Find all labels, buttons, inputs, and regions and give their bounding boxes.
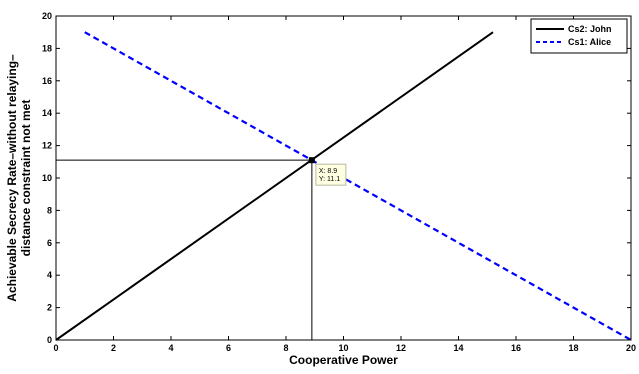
y-tick-label-6: 6 — [47, 238, 52, 248]
y-tick-label-20: 20 — [42, 11, 52, 21]
series-line-cs1-alice — [84, 31, 632, 341]
legend-label-1: Cs1: Alice — [568, 37, 611, 47]
x-tick-label-10: 10 — [338, 343, 348, 353]
x-tick-label-14: 14 — [453, 343, 463, 353]
legend-box — [530, 18, 628, 54]
x-tick-label-18: 18 — [568, 343, 578, 353]
x-tick-label-16: 16 — [511, 343, 521, 353]
y-tick-label-16: 16 — [42, 76, 52, 86]
y-tick-label-14: 14 — [42, 108, 52, 118]
y-tick-label-10: 10 — [42, 173, 52, 183]
y-tick-label-4: 4 — [47, 270, 52, 280]
datatip-box — [315, 163, 347, 186]
x-axis-title: Cooperative Power — [289, 353, 398, 367]
y-axis-title: Achievable Secrecy Rate–without relaying… — [5, 54, 33, 302]
x-tick-label-4: 4 — [168, 343, 173, 353]
x-tick-label-0: 0 — [53, 343, 58, 353]
y-tick-label-12: 12 — [42, 141, 52, 151]
x-tick-label-12: 12 — [396, 343, 406, 353]
reference-lines — [56, 159, 313, 340]
datatip-y-label: Y: 11.1 — [319, 176, 340, 183]
series-line-cs2-john — [55, 31, 494, 341]
y-axis-title-line-1: Achievable Secrecy Rate–without relaying… — [5, 54, 19, 302]
legend: Cs2: John Cs1: Alice — [530, 18, 628, 54]
x-tick-label-2: 2 — [111, 343, 116, 353]
y-tick-label-2: 2 — [47, 303, 52, 313]
y-tick-label-0: 0 — [47, 335, 52, 345]
y-tick-label-18: 18 — [42, 43, 52, 53]
datatip-x-label: X: 8.9 — [319, 168, 337, 175]
y-axis-title-line-2: distance constraint not met — [19, 100, 33, 257]
datatip[interactable]: X: 8.9Y: 11.1 — [308, 157, 347, 186]
y-tick-label-8: 8 — [47, 205, 52, 215]
series-lines — [55, 31, 632, 341]
x-tick-label-8: 8 — [283, 343, 288, 353]
datatip-marker[interactable] — [308, 157, 315, 164]
axis-ticks: 0 2 4 6 8 10 12 14 16 18 20 0 2 4 6 8 10 12 14 16 18 20 — [42, 11, 636, 353]
x-tick-label-20: 20 — [626, 343, 636, 353]
x-tick-label-6: 6 — [226, 343, 231, 353]
legend-label-0: Cs2: John — [568, 24, 612, 34]
